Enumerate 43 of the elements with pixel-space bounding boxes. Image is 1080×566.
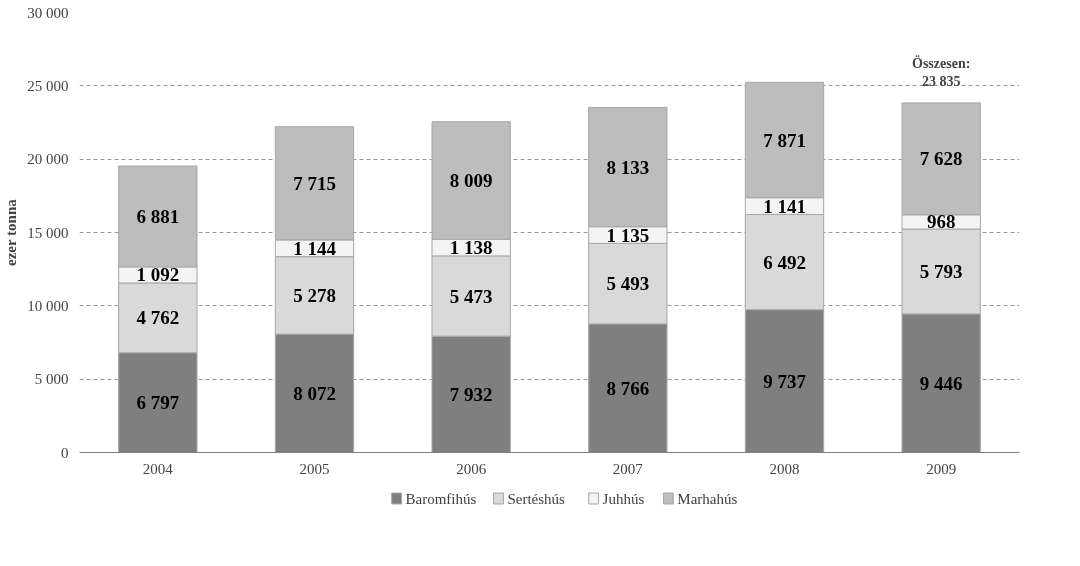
data-label: 6 881 <box>136 205 180 227</box>
data-label: 1 141 <box>763 195 806 217</box>
y-tick-label: 10 000 <box>27 297 69 314</box>
annotation: Összesen: 23 835 <box>912 54 971 89</box>
x-tick-label: 2008 <box>769 460 800 477</box>
legend-label: Baromfihús <box>405 490 477 507</box>
y-tick-label: 20 000 <box>27 151 69 168</box>
y-tick-label: 30 000 <box>27 4 69 21</box>
data-label: 8 133 <box>606 156 650 178</box>
y-tick-label: 25 000 <box>27 77 69 94</box>
data-label: 7 871 <box>763 129 806 151</box>
legend-label: Sertéshús <box>507 490 566 507</box>
data-label: 7 628 <box>919 148 963 170</box>
y-tick-label: 5 000 <box>34 371 69 388</box>
data-label: 5 473 <box>449 285 493 307</box>
data-label: 1 135 <box>606 224 650 246</box>
data-label: 4 762 <box>136 307 180 329</box>
x-tick-label: 2006 <box>456 460 487 477</box>
data-label: 8 072 <box>293 382 336 404</box>
data-label: 5 793 <box>919 260 963 282</box>
data-label: 5 493 <box>606 273 650 295</box>
data-label: 5 278 <box>293 284 336 306</box>
x-tick-label: 2004 <box>142 460 174 477</box>
x-tick-label: 2005 <box>299 460 330 477</box>
data-label: 6 797 <box>136 392 180 414</box>
data-label: 1 144 <box>293 237 337 259</box>
data-label: 1 092 <box>136 264 180 286</box>
legend-label: Marhahús <box>677 490 738 507</box>
legend-label: Juhhús <box>602 490 645 507</box>
data-label: 6 492 <box>763 251 806 273</box>
data-label: 1 138 <box>449 237 493 259</box>
y-tick-label: 15 000 <box>27 224 69 241</box>
data-label: 8 766 <box>606 377 650 399</box>
x-tick-label: 2007 <box>612 460 644 477</box>
data-label: 968 <box>926 211 956 233</box>
y-axis-title: ezer tonna <box>3 198 20 267</box>
y-tick-label: 0 <box>61 444 69 461</box>
x-tick-label: 2009 <box>926 460 957 477</box>
data-label: 7 715 <box>293 172 336 194</box>
data-label: 9 737 <box>763 370 807 392</box>
data-label: 7 932 <box>449 383 493 405</box>
data-label: 9 446 <box>919 372 963 394</box>
data-label: 8 009 <box>449 169 493 191</box>
